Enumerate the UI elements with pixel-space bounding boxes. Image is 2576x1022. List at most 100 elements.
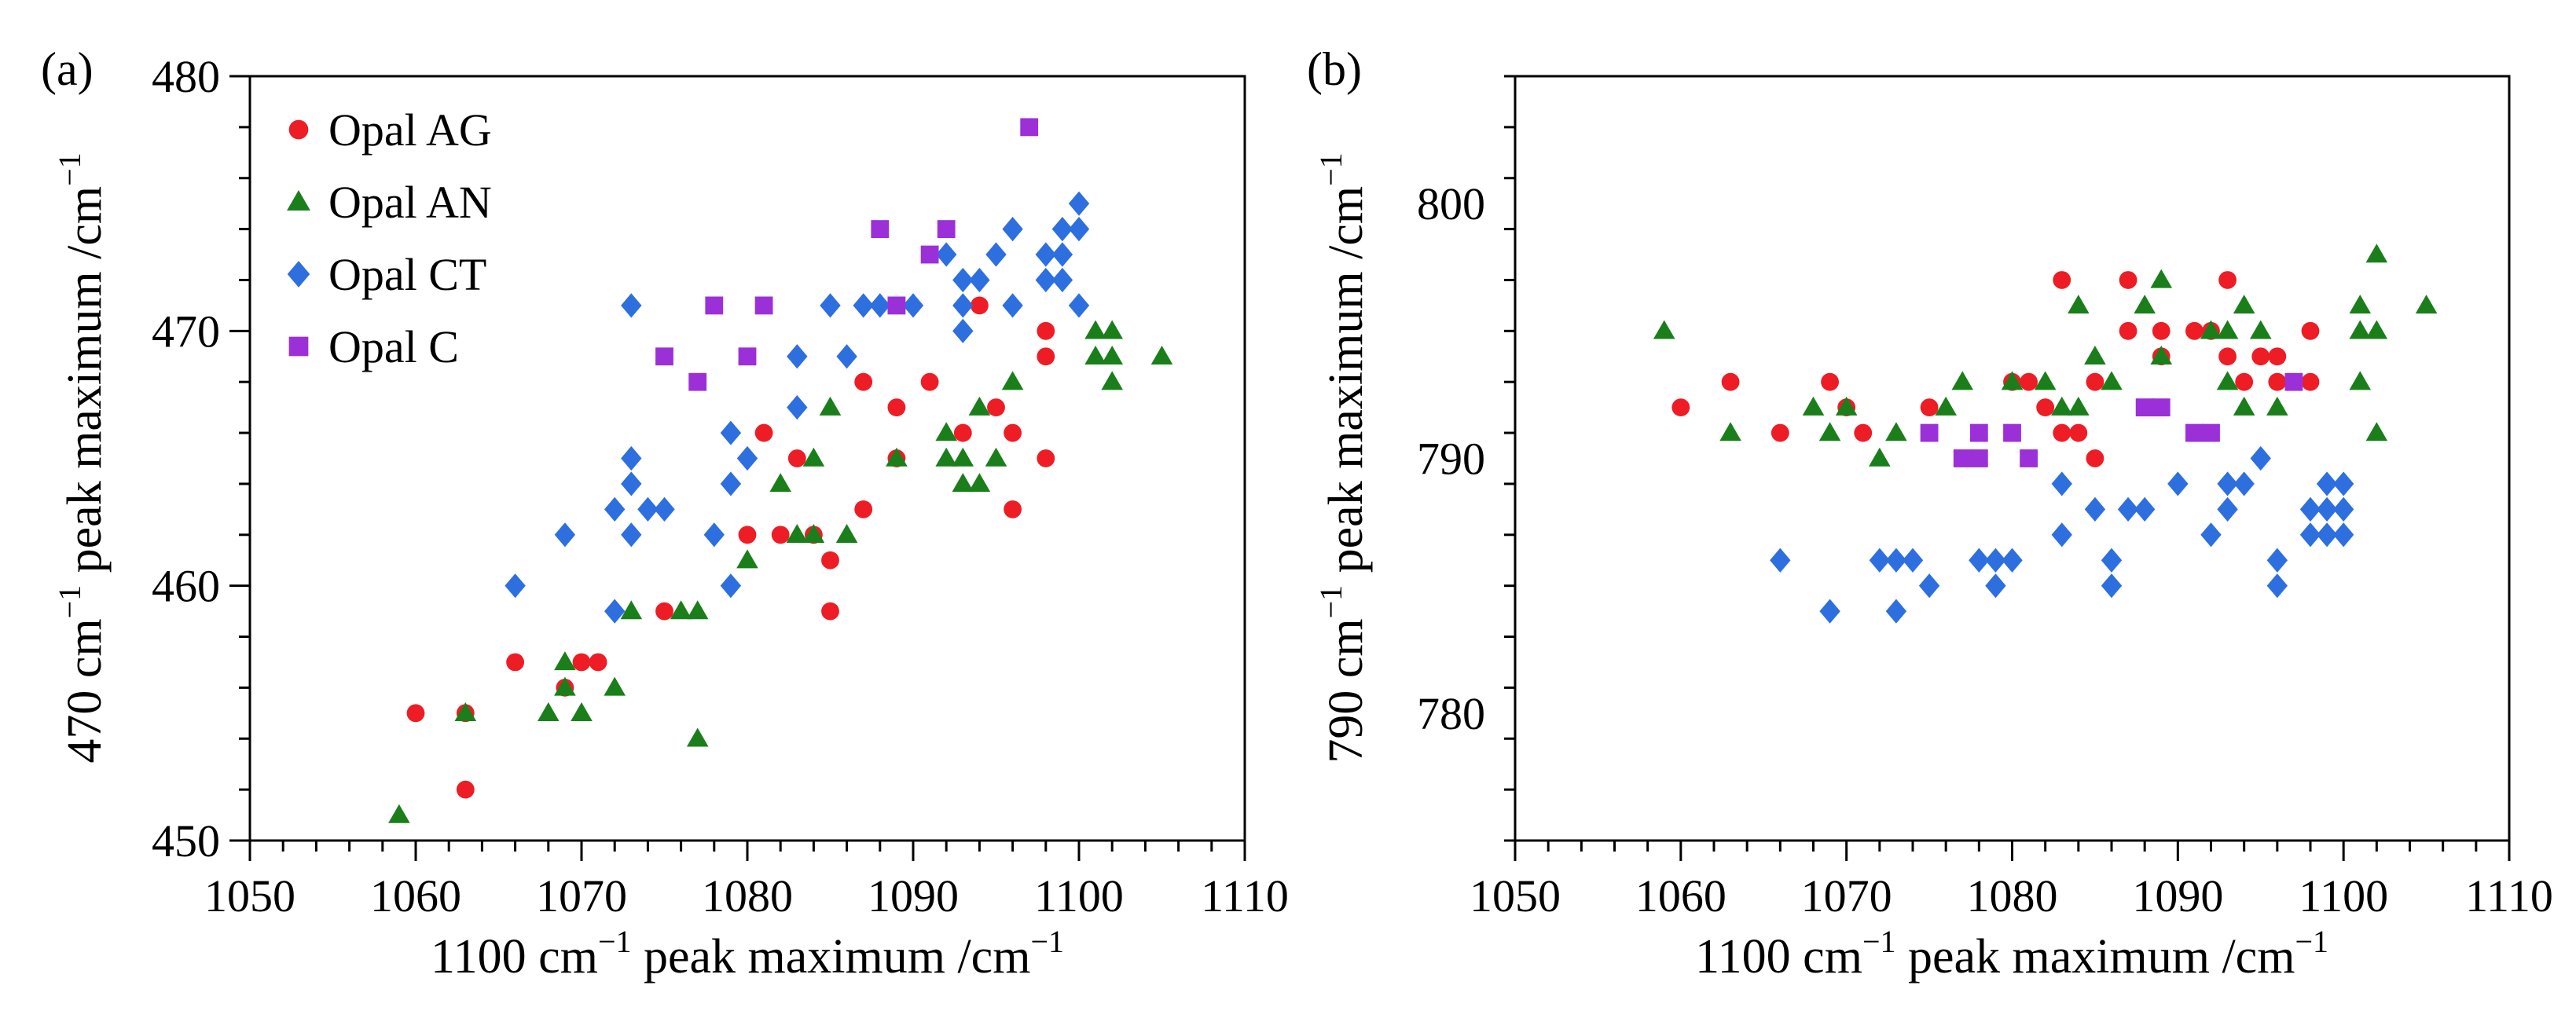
data-point-opal-c: [738, 347, 757, 366]
data-point-opal-an: [1101, 320, 1123, 339]
data-point-opal-an: [571, 702, 593, 722]
data-point-opal-ct: [902, 293, 924, 318]
data-point-opal-ag: [887, 398, 906, 417]
legend-marker-opal-ct: [287, 261, 310, 288]
data-point-opal-c: [1920, 423, 1939, 442]
y-tick-label-b: 800: [1417, 178, 1485, 229]
data-point-opal-ag: [2119, 321, 2137, 340]
data-point-opal-ct: [2101, 548, 2123, 573]
data-point-opal-ct: [1035, 267, 1056, 293]
data-point-opal-ct: [2316, 496, 2338, 522]
data-point-opal-ct: [2299, 496, 2321, 522]
data-point-opal-ag: [1821, 372, 1839, 391]
x-tick-label-b: 1100: [2299, 870, 2388, 921]
x-tick-label-b: 1050: [1470, 870, 1561, 921]
data-point-opal-c: [920, 245, 939, 264]
data-point-opal-ct: [554, 522, 576, 548]
data-point-opal-ct: [2233, 471, 2255, 496]
data-point-opal-an: [1653, 320, 1675, 339]
data-point-opal-ct: [787, 344, 808, 369]
data-point-opal-c: [1020, 118, 1039, 137]
data-point-opal-an: [2150, 269, 2173, 288]
data-point-opal-an: [2216, 320, 2239, 339]
x-tick-label-a: 1080: [702, 870, 793, 921]
y-tick-label-a: 450: [152, 815, 220, 866]
data-point-opal-ct: [1068, 191, 1090, 216]
data-point-opal-an: [686, 727, 709, 747]
data-point-opal-an: [538, 702, 560, 722]
data-point-opal-ct: [952, 318, 974, 343]
data-point-opal-ag: [771, 526, 790, 544]
data-point-opal-c: [1969, 449, 1988, 467]
data-point-opal-ct: [869, 293, 890, 318]
data-point-opal-an: [968, 396, 991, 416]
legend-label-opal-ag: Opal AG: [328, 104, 492, 156]
data-point-opal-an: [1150, 345, 1173, 364]
data-point-opal-ag: [854, 500, 873, 518]
data-point-opal-ag: [854, 372, 873, 391]
data-point-opal-ag: [456, 780, 475, 799]
data-point-opal-c: [2020, 449, 2038, 467]
data-point-opal-ct: [969, 267, 990, 293]
data-point-opal-an: [604, 676, 626, 696]
data-point-opal-ag: [2301, 372, 2320, 391]
data-point-opal-ct: [1985, 548, 2006, 573]
data-point-opal-an: [1001, 371, 1024, 390]
data-point-opal-c: [871, 220, 890, 238]
data-point-opal-ct: [621, 522, 642, 548]
data-point-opal-ct: [2316, 522, 2338, 548]
data-point-opal-ag: [2218, 347, 2237, 366]
legend-label-opal-ct: Opal CT: [328, 249, 486, 300]
data-point-opal-ag: [1771, 423, 1789, 442]
data-point-opal-ct: [2200, 522, 2222, 548]
data-point-opal-ct: [621, 293, 642, 318]
data-point-opal-ct: [2167, 471, 2189, 496]
data-point-opal-ct: [604, 599, 626, 624]
data-point-opal-ag: [2218, 271, 2237, 289]
data-point-opal-ct: [2332, 471, 2354, 496]
data-point-opal-an: [670, 600, 692, 620]
data-point-opal-ct: [720, 573, 742, 599]
data-point-opal-an: [388, 804, 410, 823]
plot-area-b: [1514, 75, 2511, 842]
data-point-opal-an: [1835, 396, 1858, 416]
data-point-opal-an: [2365, 244, 2388, 263]
data-point-opal-ag: [1004, 500, 1022, 518]
data-point-opal-ag: [2069, 423, 2088, 442]
data-point-opal-ag: [971, 296, 989, 315]
data-point-opal-c: [937, 220, 956, 238]
x-tick-label-b: 1110: [2465, 870, 2553, 921]
data-point-opal-ag: [953, 423, 972, 442]
data-point-opal-an: [2050, 396, 2073, 416]
data-point-opal-ct: [2332, 496, 2354, 522]
data-point-opal-c: [2003, 423, 2021, 442]
data-point-opal-an: [968, 473, 991, 493]
data-point-opal-ag: [2235, 372, 2254, 391]
panel-a: (a) 1050 1060 1070 1080 1090 1100 1110 450 460 47…: [41, 43, 1289, 984]
data-point-opal-an: [952, 473, 974, 493]
data-point-opal-ag: [2020, 372, 2038, 391]
data-point-opal-ag: [1037, 347, 1055, 366]
y-axis-title-a: 470 cm−1 peak maximum /cm−1: [52, 152, 112, 763]
data-point-opal-an: [935, 447, 957, 467]
data-point-opal-an: [2349, 295, 2372, 314]
data-point-opal-an: [2034, 371, 2057, 390]
data-point-opal-ct: [1819, 599, 1840, 624]
ticks-a: 1050 1060 1070 1080 1090 1100 1110 450 460 470 480: [152, 51, 1289, 921]
data-point-opal-ag: [987, 398, 1005, 417]
data-point-opal-ct: [1002, 293, 1023, 318]
data-point-opal-an: [1101, 371, 1123, 390]
data-point-opal-c: [655, 347, 673, 366]
data-point-opal-ct: [1885, 548, 1907, 573]
data-point-opal-ag: [2119, 271, 2137, 289]
data-point-opal-ct: [1051, 217, 1073, 242]
x-tick-label-b: 1080: [1967, 870, 2058, 921]
data-point-opal-c: [2135, 398, 2154, 417]
data-point-opal-an: [2233, 295, 2255, 314]
data-point-opal-ag: [589, 653, 607, 672]
data-point-opal-an: [1951, 371, 1974, 390]
panel-label-b: (b): [1307, 43, 1362, 95]
x-tick-label-a: 1070: [536, 870, 627, 921]
data-point-opal-ct: [820, 293, 841, 318]
